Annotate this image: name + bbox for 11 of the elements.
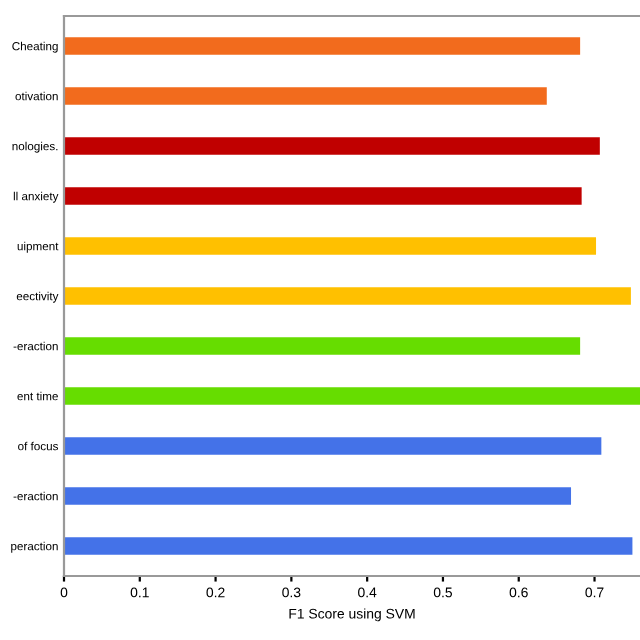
bar [64, 87, 547, 105]
bar [64, 287, 631, 305]
bar [64, 487, 572, 505]
bar [64, 337, 581, 355]
bar [64, 387, 640, 405]
bar [64, 37, 581, 55]
bar [64, 137, 600, 155]
bar [64, 237, 597, 255]
bar [64, 187, 582, 205]
bar [64, 537, 633, 555]
bar [64, 437, 602, 455]
